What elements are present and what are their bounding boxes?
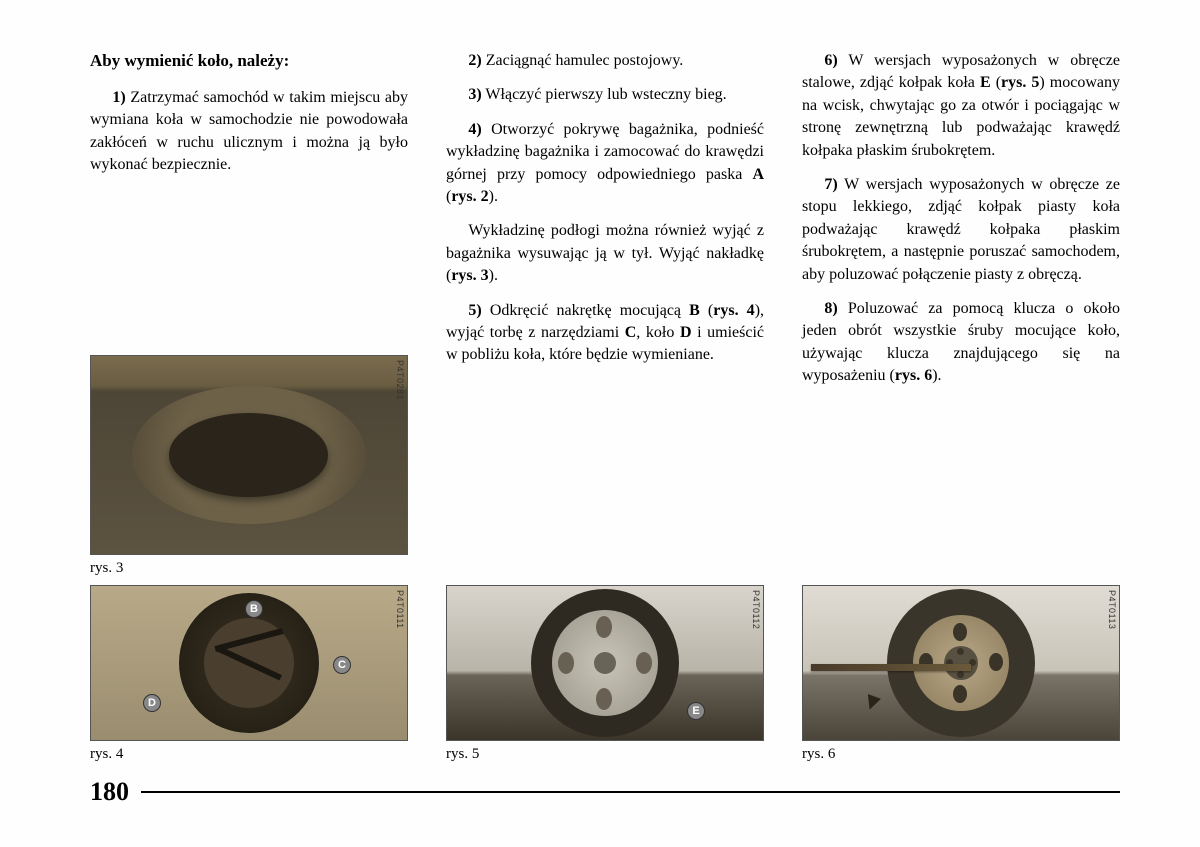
figure-5: P4T0112 E — [446, 585, 764, 741]
section-heading: Aby wymienić koło, należy: — [90, 50, 408, 73]
step-4: 4) Otworzyć pokrywę bagażnika, podnieść … — [446, 119, 764, 209]
step-num: 6) — [824, 52, 837, 69]
ref-letter: A — [752, 166, 764, 183]
t: ( — [991, 74, 1001, 91]
ref-fig: rys. 6 — [895, 367, 932, 384]
step-num: 1) — [112, 89, 125, 106]
bolt-icon — [957, 648, 964, 655]
callout-e: E — [687, 702, 705, 720]
tool-tray-icon — [204, 618, 294, 708]
steel-rim-icon — [913, 615, 1009, 711]
tyre-well-icon — [132, 386, 366, 525]
figure-3-wrap: P4T0281 rys. 3 — [90, 355, 408, 583]
figure-code: P4T0281 — [395, 360, 405, 400]
manual-page: Aby wymienić koło, należy: 1) Zatrzymać … — [0, 0, 1200, 847]
callout-d: D — [143, 694, 161, 712]
figure-caption: rys. 6 — [802, 746, 1120, 763]
t: ). — [932, 367, 941, 384]
figure-6: P4T0113 — [802, 585, 1120, 741]
step-text: Poluzować za pomocą klucza o około jeden… — [802, 300, 1120, 384]
arrow-icon — [863, 694, 881, 712]
step-num: 2) — [468, 52, 481, 69]
page-number: 180 — [90, 777, 141, 807]
step-2: 2) Zaciągnąć hamulec postojowy. — [446, 50, 764, 72]
figure-caption: rys. 3 — [90, 560, 408, 577]
bolt-icon — [957, 671, 964, 678]
step-num: 3) — [468, 86, 481, 103]
rim-hole-icon — [953, 685, 967, 703]
t: ( — [700, 302, 713, 319]
text-columns: Aby wymienić koło, należy: 1) Zatrzymać … — [90, 50, 1120, 583]
step-text: Włączyć pierwszy lub wsteczny bieg. — [482, 86, 727, 103]
step-num: 4) — [468, 121, 481, 138]
column-3: 6) W wersjach wyposażonych w obręcze sta… — [802, 50, 1120, 583]
figure-row: P4T0111 B C D rys. 4 P4T0112 — [90, 585, 1120, 769]
t: , koło — [636, 324, 680, 341]
figure-4-wrap: P4T0111 B C D rys. 4 — [90, 585, 408, 769]
tool-icon — [216, 645, 282, 680]
figure-3: P4T0281 — [90, 355, 408, 555]
figure-caption: rys. 5 — [446, 746, 764, 763]
figure-code: P4T0111 — [395, 590, 405, 629]
figure-caption: rys. 4 — [90, 746, 408, 763]
step-text: Zatrzymać samochód w takim miejscu aby w… — [90, 89, 408, 173]
step-num: 8) — [824, 300, 837, 317]
step-text: Odkręcić nakrętkę mocującą — [482, 302, 689, 319]
figure-6-wrap: P4T0113 — [802, 585, 1120, 769]
vent-icon — [558, 652, 574, 674]
step-num: 7) — [824, 176, 837, 193]
column-1: Aby wymienić koło, należy: 1) Zatrzymać … — [90, 50, 408, 583]
wheel-icon — [531, 589, 679, 737]
step-text: Zaciągnąć hamulec postojowy. — [482, 52, 684, 69]
ref-letter: C — [625, 324, 637, 341]
ref-letter: E — [980, 74, 991, 91]
callout-c: C — [333, 656, 351, 674]
ref-fig: rys. 4 — [713, 302, 754, 319]
step-num: 5) — [468, 302, 481, 319]
figure-code: P4T0113 — [1107, 590, 1117, 629]
step-3: 3) Włączyć pierwszy lub wsteczny bieg. — [446, 84, 764, 106]
t: ). — [489, 188, 498, 205]
rim-hole-icon — [953, 623, 967, 641]
step-text: W wersjach wyposażonych w obręcze ze sto… — [802, 176, 1120, 283]
figure-5-wrap: P4T0112 E rys. 5 — [446, 585, 764, 769]
step-7: 7) W wersjach wyposażonych w obręcze ze … — [802, 174, 1120, 286]
step-5: 5) Odkręcić nakrętkę mocującą B (rys. 4)… — [446, 300, 764, 367]
column-2: 2) Zaciągnąć hamulec postojowy. 3) Włącz… — [446, 50, 764, 583]
ref-letter: B — [689, 302, 700, 319]
hubcap-icon — [552, 610, 658, 716]
figure-4: P4T0111 B C D — [90, 585, 408, 741]
vent-icon — [636, 652, 652, 674]
ref-fig: rys. 2 — [451, 188, 488, 205]
callout-b: B — [245, 600, 263, 618]
hub-icon — [944, 646, 978, 680]
step-8: 8) Poluzować za pomocą klucza o około je… — [802, 298, 1120, 388]
hub-icon — [594, 652, 616, 674]
wheel-icon — [887, 589, 1035, 737]
step-4-extra: Wykładzinę podłogi można również wyjąć z… — [446, 220, 764, 287]
step-1: 1) Zatrzymać samochód w takim miejscu ab… — [90, 87, 408, 177]
page-footer: 180 — [90, 777, 1120, 807]
figure-code: P4T0112 — [751, 590, 761, 629]
ref-fig: rys. 5 — [1001, 74, 1039, 91]
wrench-icon — [811, 664, 971, 671]
rim-hole-icon — [989, 653, 1003, 671]
step-6: 6) W wersjach wyposażonych w obręcze sta… — [802, 50, 1120, 162]
vent-icon — [596, 688, 612, 710]
vent-icon — [596, 616, 612, 638]
page-rule — [141, 791, 1120, 793]
tool-icon — [214, 628, 283, 652]
ref-fig: rys. 3 — [451, 267, 488, 284]
tyre-cover-icon — [169, 413, 328, 496]
ref-letter: D — [680, 324, 692, 341]
step-text: Otworzyć pokrywę bagażnika, podnieść wyk… — [446, 121, 764, 183]
t: ). — [489, 267, 498, 284]
